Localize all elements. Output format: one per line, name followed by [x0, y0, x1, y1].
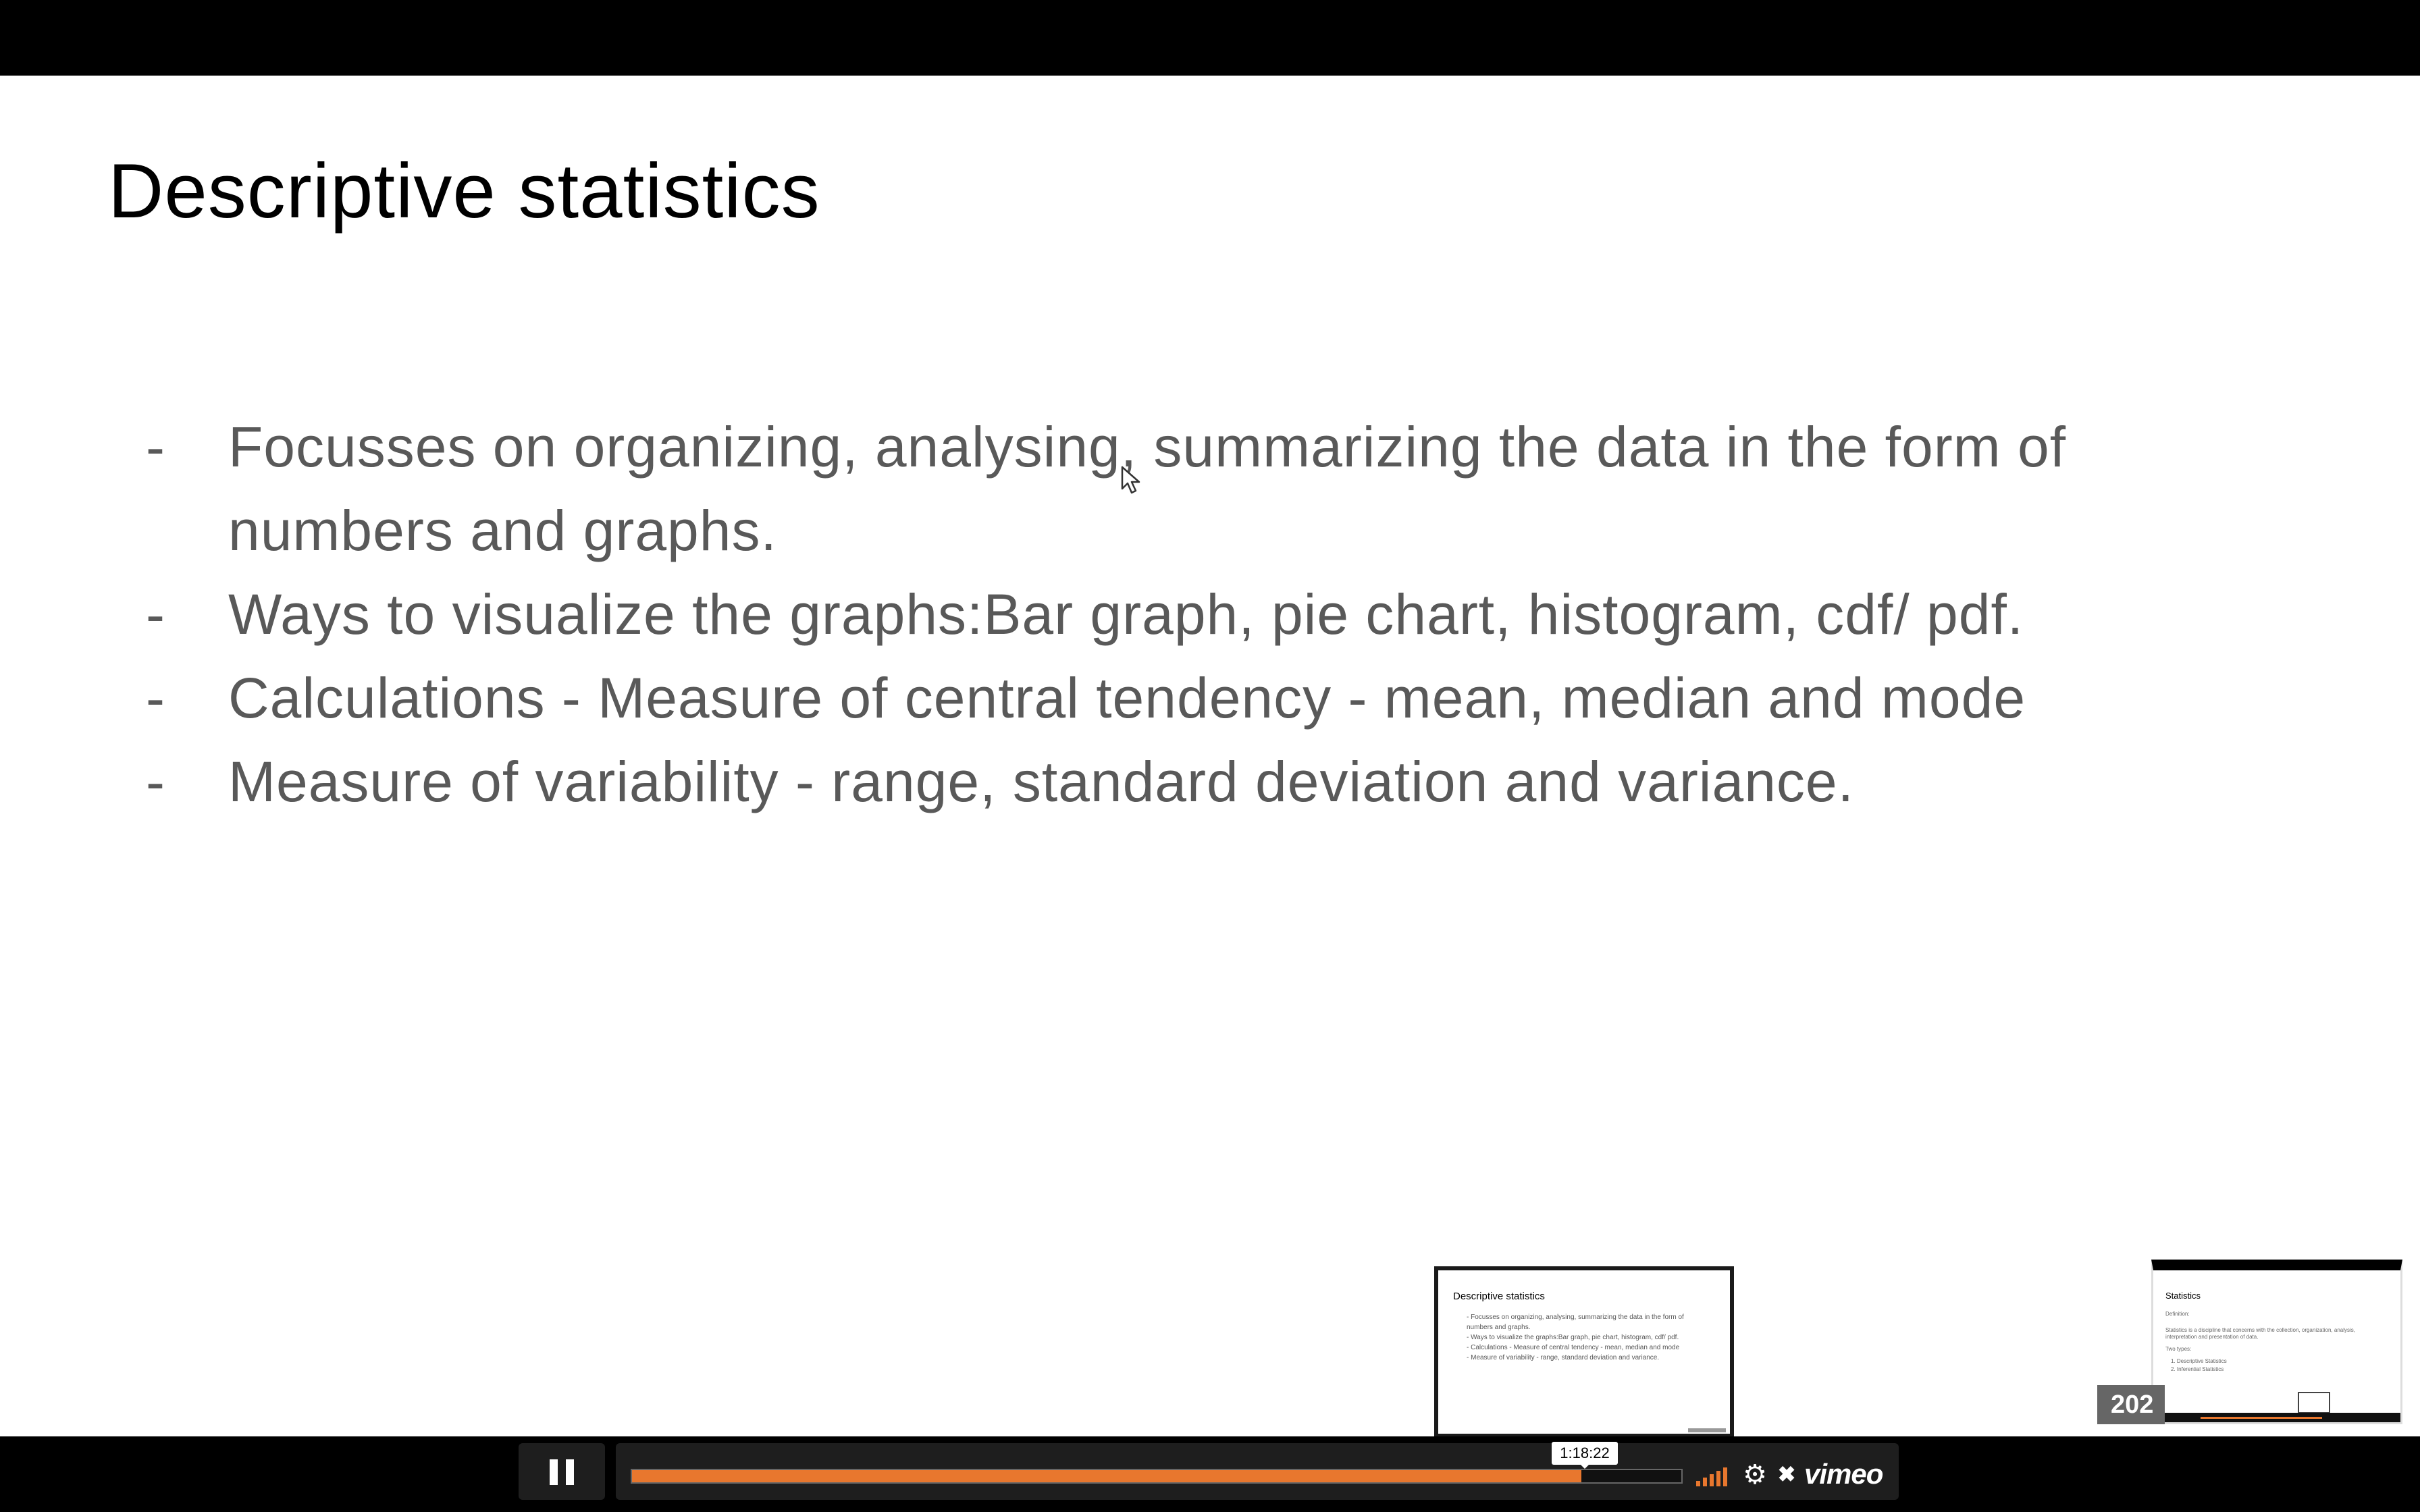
thumbnail-mini-preview	[2298, 1392, 2330, 1413]
hover-preview-thumbnail: Descriptive statistics - Focusses on org…	[1434, 1266, 1734, 1438]
volume-bar	[1703, 1478, 1707, 1486]
thumbnail-line: - Ways to visualize the graphs:Bar graph…	[1467, 1334, 1679, 1341]
thumbnail-progress	[2201, 1417, 2322, 1419]
progress-fill	[632, 1470, 1582, 1482]
year-badge: 202	[2097, 1385, 2165, 1424]
bullet-text: Calculations - Measure of central tenden…	[228, 666, 2026, 730]
thumbnail-line: - Focusses on organizing, analysing, sum…	[1467, 1314, 1684, 1321]
thumbnail-definition-text: Statistics is a discipline that concerns…	[2165, 1327, 2356, 1333]
thumbnail-title: Statistics	[2165, 1291, 2201, 1301]
bullet-text: Focusses on organizing, analysing, summa…	[228, 415, 2067, 562]
time-tooltip: 1:18:22	[1552, 1442, 1618, 1469]
thumbnail-type-item: 1. Descriptive Statistics	[2171, 1358, 2227, 1364]
volume-bar	[1710, 1474, 1714, 1486]
slide-canvas	[0, 76, 2420, 1436]
settings-icon[interactable]: ⚙	[1741, 1461, 1769, 1489]
thumbnail-type-item: 2. Inferential Statistics	[2171, 1366, 2224, 1372]
volume-bar	[1723, 1467, 1727, 1486]
pause-button[interactable]	[519, 1443, 605, 1500]
volume-bar	[1716, 1471, 1720, 1486]
picture-in-picture-thumbnail[interactable]: Statistics Definition: Statistics is a d…	[2151, 1260, 2402, 1424]
progress-bar[interactable]	[631, 1469, 1683, 1484]
thumbnail-bar	[1688, 1428, 1726, 1432]
bullet-dash: -	[146, 666, 165, 730]
bullet-dash: -	[146, 415, 165, 479]
top-letterbox	[0, 0, 2420, 76]
volume-bar	[1696, 1481, 1700, 1486]
vimeo-logo[interactable]: vimeo	[1804, 1458, 1883, 1490]
fullscreen-icon[interactable]: ✖	[1776, 1462, 1797, 1486]
pause-icon	[550, 1459, 558, 1485]
thumbnail-types-label: Two types:	[2165, 1346, 2192, 1352]
thumbnail-line: - Measure of variability - range, standa…	[1467, 1354, 1660, 1361]
bullet-dash: -	[146, 583, 165, 646]
bullet-text: Measure of variability - range, standard…	[228, 750, 1854, 813]
bullet-dash: -	[146, 750, 165, 813]
thumbnail-line: numbers and graphs.	[1467, 1324, 1531, 1331]
pause-icon	[566, 1459, 574, 1485]
thumbnail-title: Descriptive statistics	[1453, 1291, 1545, 1302]
volume-icon[interactable]	[1696, 1467, 1733, 1486]
thumbnail-definition-label: Definition:	[2165, 1311, 2190, 1317]
mouse-cursor-icon	[1121, 466, 1140, 494]
bullet-text: Ways to visualize the graphs:Bar graph, …	[228, 583, 2024, 646]
thumbnail-line: - Calculations - Measure of central tend…	[1467, 1344, 1680, 1351]
slide-title: Descriptive statistics	[108, 148, 820, 234]
thumbnail-definition-text: interpretation and presentation of data.	[2165, 1334, 2259, 1340]
